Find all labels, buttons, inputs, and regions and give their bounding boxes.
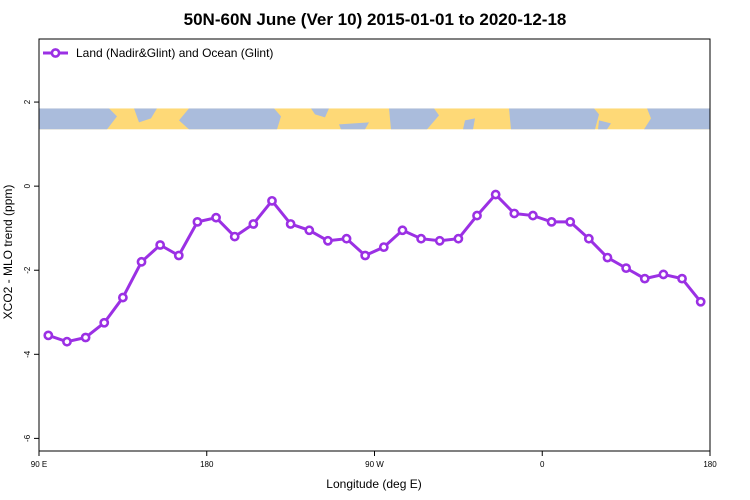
data-point: [397, 225, 408, 236]
data-point: [80, 332, 91, 343]
chart-title: 50N-60N June (Ver 10) 2015-01-01 to 2020…: [184, 10, 567, 29]
data-point: [360, 250, 371, 261]
data-point: [677, 273, 687, 284]
map-strip-ocean-2: [179, 108, 281, 130]
y-tick-label: 2: [23, 99, 32, 104]
data-point: [472, 210, 482, 221]
map-strip-ocean-6: [463, 118, 475, 130]
y-tick-label: 0: [23, 183, 32, 188]
y-tick-label: -2: [23, 266, 32, 274]
data-point: [528, 210, 538, 221]
data-point: [173, 250, 184, 261]
data-point: [565, 216, 576, 227]
x-axis-label: Longitude (deg E): [326, 477, 421, 491]
y-axis: 2 0 -2 -4 -6: [23, 99, 39, 442]
x-axis: 90 E 180 90 W 0 180: [31, 451, 717, 469]
data-point: [341, 233, 352, 244]
y-tick-label: -4: [23, 350, 32, 358]
data-point: [136, 256, 147, 267]
data-point: [602, 252, 613, 263]
map-strip: [39, 108, 710, 130]
x-tick-label: 180: [703, 460, 717, 469]
data-point: [267, 195, 277, 206]
data-point: [583, 233, 594, 244]
map-strip-ocean-3: [311, 108, 329, 118]
data-point: [509, 208, 520, 219]
data-point: [546, 216, 557, 227]
series-layer: [43, 189, 706, 347]
legend: Land (Nadir&Glint) and Ocean (Glint): [43, 46, 273, 60]
map-strip-ocean-9: [644, 108, 710, 130]
data-point: [658, 269, 669, 280]
x-tick-label: 0: [540, 460, 545, 469]
data-point: [155, 240, 166, 250]
data-point: [99, 317, 110, 328]
x-tick-label: 90 W: [365, 460, 384, 469]
y-tick-label: -6: [23, 434, 32, 442]
data-point: [639, 273, 650, 284]
data-point: [117, 292, 128, 303]
data-point: [621, 263, 632, 274]
data-point: [453, 233, 464, 244]
data-point: [211, 212, 221, 223]
y-axis-label: XCO2 - MLO trend (ppm): [1, 185, 15, 320]
map-strip-ocean-4: [339, 122, 369, 130]
data-point: [229, 231, 240, 242]
data-point: [434, 235, 445, 246]
map-strip-ocean-1: [134, 108, 157, 123]
legend-label: Land (Nadir&Glint) and Ocean (Glint): [76, 46, 273, 60]
data-point: [695, 296, 706, 307]
data-point: [304, 225, 315, 236]
data-point: [192, 216, 203, 227]
series-line-0: [47, 193, 702, 344]
map-strip-ocean-0: [39, 108, 117, 130]
data-point: [62, 336, 72, 347]
data-point: [490, 189, 501, 200]
data-point: [285, 219, 296, 229]
map-strip-ocean-10: [679, 120, 685, 129]
x-tick-label: 90 E: [31, 460, 47, 469]
map-strip-ocean-7: [509, 108, 599, 130]
map-strip-ocean-5: [389, 108, 439, 130]
data-point: [416, 233, 426, 244]
legend-marker: [50, 48, 61, 58]
data-point: [378, 242, 389, 253]
plot-frame: [38, 38, 711, 452]
data-point: [43, 330, 54, 341]
x-tick-label: 180: [200, 460, 214, 469]
data-point: [323, 235, 333, 246]
data-point: [248, 219, 259, 229]
map-strip-ocean-8: [598, 120, 611, 130]
